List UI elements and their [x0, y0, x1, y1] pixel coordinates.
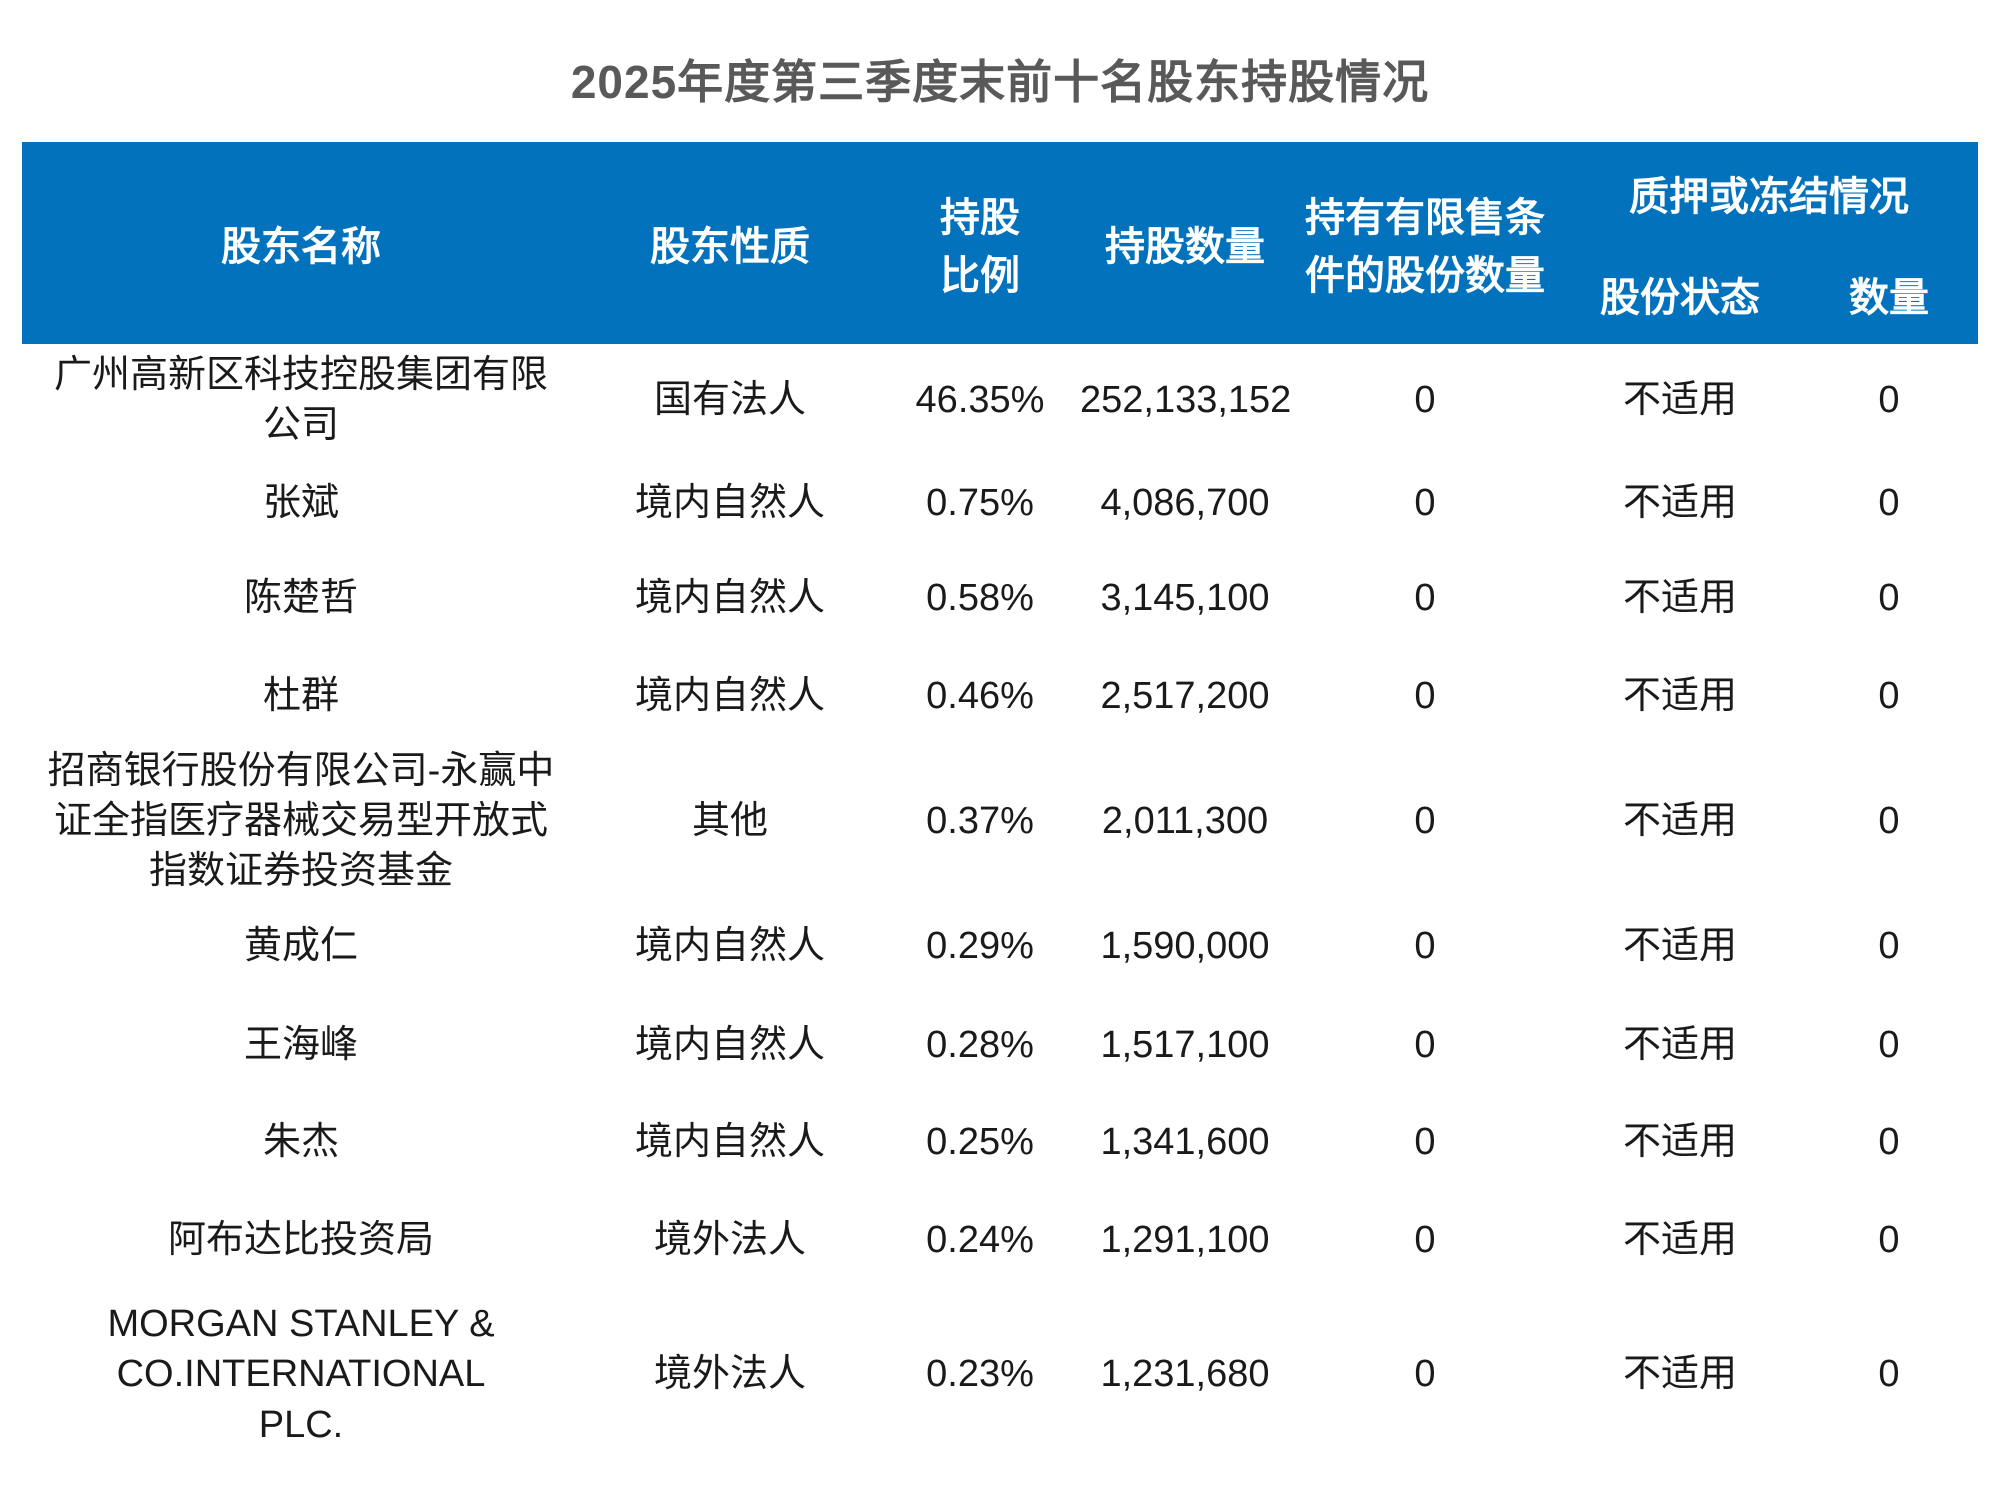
cell-shares-held: 2,011,300 [1101, 800, 1269, 843]
cell-shares-held: 4,086,700 [1100, 482, 1270, 525]
cell-share-status: 不适用 [1622, 1353, 1737, 1396]
cell-restricted-shares: 0 [1414, 674, 1436, 717]
cell-quantity: 0 [1878, 1120, 1900, 1163]
cell-restricted-shares: 0 [1414, 925, 1436, 968]
col-header-shares-held: 持股数量 [1080, 142, 1290, 344]
cell-shareholder-name: 杜群 [262, 674, 339, 717]
cell-shareholding-ratio: 0.25% [926, 1120, 1034, 1163]
cell-quantity: 0 [1878, 482, 1900, 525]
cell-shares-held: 1,341,600 [1100, 1120, 1270, 1163]
cell-share-status: 不适用 [1622, 800, 1737, 843]
cell-restricted-shares: 0 [1414, 577, 1436, 620]
cell-shareholder-name: 阿布达比投资局 [167, 1219, 434, 1262]
table-row: MORGAN STANLEY & CO.INTERNATIONAL PLC. 境… [22, 1290, 1978, 1458]
cell-shareholding-ratio: 0.29% [926, 925, 1034, 968]
cell-shareholder-name: 黄成仁 [243, 925, 358, 968]
table-row: 广州高新区科技控股集团有限 公司 国有法人 46.35% 252,133,152… [22, 344, 1978, 456]
cell-restricted-shares: 0 [1414, 800, 1436, 843]
cell-shareholding-ratio: 0.24% [926, 1219, 1034, 1262]
cell-quantity: 0 [1878, 925, 1900, 968]
table-row: 招商银行股份有限公司-永赢中 证全指医疗器械交易型开放式 指数证券投资基金 其他… [22, 746, 1978, 896]
cell-share-status: 不适用 [1622, 925, 1737, 968]
table-header: 股东名称 股东性质 持股 比例 持股数量 持有有限售条 件的股份数量 质押或冻结… [22, 142, 1978, 344]
cell-share-status: 不适用 [1622, 1120, 1737, 1163]
cell-shareholder-nature: 境内自然人 [634, 925, 825, 968]
col-header-restricted-shares: 持有有限售条 件的股份数量 [1290, 142, 1560, 344]
cell-shareholder-nature: 境内自然人 [634, 1120, 825, 1163]
table-row: 张斌 境内自然人 0.75% 4,086,700 0 不适用 0 [22, 456, 1978, 551]
cell-shares-held: 3,145,100 [1100, 577, 1270, 620]
cell-shareholding-ratio: 0.28% [926, 1023, 1034, 1066]
cell-shareholder-nature: 境内自然人 [634, 482, 825, 525]
col-header-pledge-or-freeze-group: 质押或冻结情况 [1560, 142, 1978, 243]
cell-shareholding-ratio: 46.35% [915, 378, 1045, 421]
cell-share-status: 不适用 [1622, 378, 1737, 421]
cell-share-status: 不适用 [1622, 482, 1737, 525]
page-title: 2025年度第三季度末前十名股东持股情况 [570, 56, 1430, 108]
table-body: 广州高新区科技控股集团有限 公司 国有法人 46.35% 252,133,152… [22, 344, 1978, 1458]
cell-quantity: 0 [1878, 1023, 1900, 1066]
cell-shares-held: 1,590,000 [1100, 925, 1270, 968]
cell-shareholder-nature: 境外法人 [653, 1353, 806, 1396]
col-header-shareholder-name: 股东名称 [22, 142, 580, 344]
cell-shares-held: 1,517,100 [1100, 1023, 1270, 1066]
header-row-top: 股东名称 股东性质 持股 比例 持股数量 持有有限售条 件的股份数量 质押或冻结… [22, 142, 1978, 344]
cell-quantity: 0 [1878, 674, 1900, 717]
cell-restricted-shares: 0 [1414, 1353, 1436, 1396]
cell-restricted-shares: 0 [1414, 378, 1436, 421]
cell-shareholder-name: 陈楚哲 [243, 577, 358, 620]
cell-quantity: 0 [1878, 577, 1900, 620]
table-row: 陈楚哲 境内自然人 0.58% 3,145,100 0 不适用 0 [22, 551, 1978, 646]
table-row: 阿布达比投资局 境外法人 0.24% 1,291,100 0 不适用 0 [22, 1190, 1978, 1290]
col-header-quantity: 数量 [1800, 243, 1978, 344]
cell-shareholding-ratio: 0.58% [926, 577, 1034, 620]
cell-shareholder-nature: 境内自然人 [634, 577, 825, 620]
table-row: 黄成仁 境内自然人 0.29% 1,590,000 0 不适用 0 [22, 896, 1978, 996]
col-header-shareholding-ratio: 持股 比例 [880, 142, 1080, 344]
cell-shareholding-ratio: 0.37% [926, 800, 1034, 843]
cell-shareholding-ratio: 0.75% [926, 482, 1034, 525]
table-row: 王海峰 境内自然人 0.28% 1,517,100 0 不适用 0 [22, 996, 1978, 1093]
cell-restricted-shares: 0 [1414, 482, 1436, 525]
col-header-shareholder-nature: 股东性质 [580, 142, 880, 344]
cell-quantity: 0 [1878, 1353, 1900, 1396]
shareholders-table: 股东名称 股东性质 持股 比例 持股数量 持有有限售条 件的股份数量 质押或冻结… [22, 142, 1978, 1458]
cell-shareholder-nature: 境外法人 [653, 1219, 806, 1262]
cell-share-status: 不适用 [1622, 577, 1737, 620]
cell-shareholder-name: 招商银行股份有限公司-永赢中 证全指医疗器械交易型开放式 指数证券投资基金 [47, 750, 555, 893]
cell-shares-held: 1,291,100 [1100, 1219, 1270, 1262]
cell-restricted-shares: 0 [1414, 1219, 1436, 1262]
cell-shareholder-nature: 境内自然人 [634, 1023, 825, 1066]
cell-shareholding-ratio: 0.23% [926, 1353, 1034, 1396]
cell-quantity: 0 [1878, 800, 1900, 843]
cell-shares-held: 2,517,200 [1100, 674, 1270, 717]
cell-shareholder-name: 张斌 [262, 482, 339, 525]
cell-share-status: 不适用 [1622, 1023, 1737, 1066]
cell-quantity: 0 [1878, 1219, 1900, 1262]
cell-shares-held: 252,133,152 [1080, 378, 1292, 421]
cell-share-status: 不适用 [1622, 1219, 1737, 1262]
cell-shareholder-nature: 国有法人 [653, 378, 806, 421]
cell-share-status: 不适用 [1622, 674, 1737, 717]
table-row: 杜群 境内自然人 0.46% 2,517,200 0 不适用 0 [22, 646, 1978, 746]
cell-restricted-shares: 0 [1414, 1120, 1436, 1163]
col-header-share-status: 股份状态 [1560, 243, 1800, 344]
cell-shareholder-name: 广州高新区科技控股集团有限 公司 [53, 353, 548, 446]
cell-shareholder-nature: 其他 [691, 800, 768, 843]
cell-restricted-shares: 0 [1414, 1023, 1436, 1066]
cell-quantity: 0 [1878, 378, 1900, 421]
cell-shares-held: 1,231,680 [1100, 1353, 1270, 1396]
cell-shareholding-ratio: 0.46% [926, 674, 1034, 717]
header-row-sub: 股份状态 数量 [22, 243, 1978, 344]
cell-shareholder-name: MORGAN STANLEY & CO.INTERNATIONAL PLC. [107, 1303, 495, 1446]
cell-shareholder-nature: 境内自然人 [634, 674, 825, 717]
cell-shareholder-name: 朱杰 [262, 1120, 339, 1163]
cell-shareholder-name: 王海峰 [243, 1023, 358, 1066]
table-row: 朱杰 境内自然人 0.25% 1,341,600 0 不适用 0 [22, 1093, 1978, 1190]
